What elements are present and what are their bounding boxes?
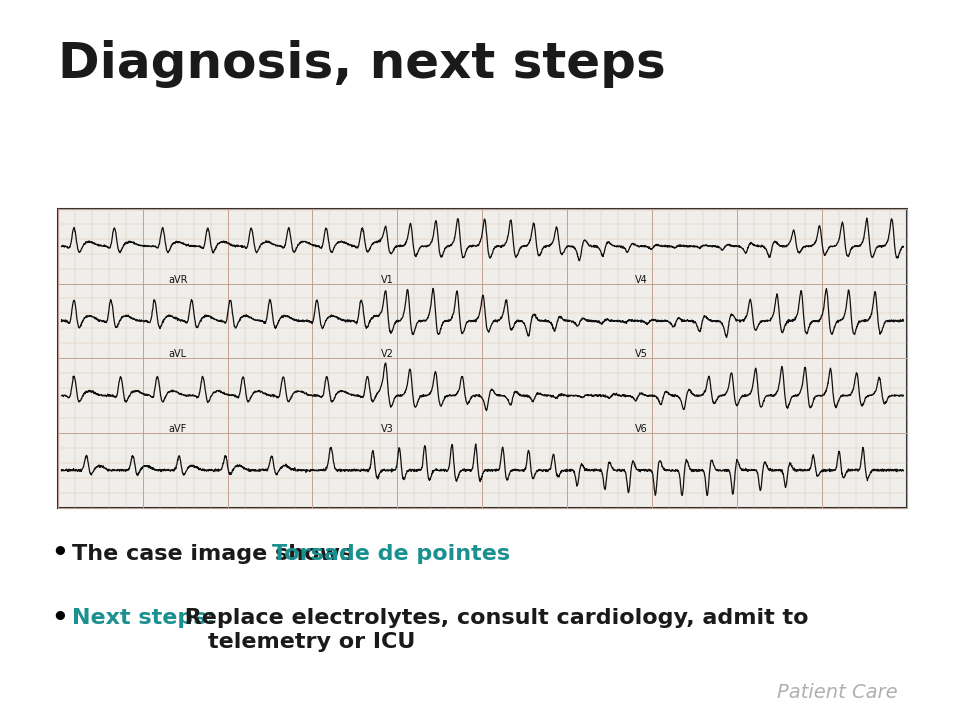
Text: •: • xyxy=(51,541,67,567)
Text: aVF: aVF xyxy=(168,424,186,434)
Text: V1: V1 xyxy=(380,274,394,284)
Text: Torsade de pointes: Torsade de pointes xyxy=(272,544,510,564)
Text: V2: V2 xyxy=(380,349,394,359)
Text: •: • xyxy=(51,606,67,632)
FancyBboxPatch shape xyxy=(58,209,907,508)
Text: V6: V6 xyxy=(636,424,648,434)
Text: aVL: aVL xyxy=(168,349,186,359)
Text: V4: V4 xyxy=(636,274,648,284)
Text: aVR: aVR xyxy=(168,274,187,284)
Text: V5: V5 xyxy=(636,349,648,359)
Text: The case image shows: The case image shows xyxy=(72,544,361,564)
Text: V3: V3 xyxy=(380,424,394,434)
Text: Patient Care: Patient Care xyxy=(777,683,898,702)
Text: Diagnosis, next steps: Diagnosis, next steps xyxy=(58,40,665,88)
Text: Next steps:: Next steps: xyxy=(72,608,215,629)
Text: Replace electrolytes, consult cardiology, admit to
    telemetry or ICU: Replace electrolytes, consult cardiology… xyxy=(177,608,808,652)
